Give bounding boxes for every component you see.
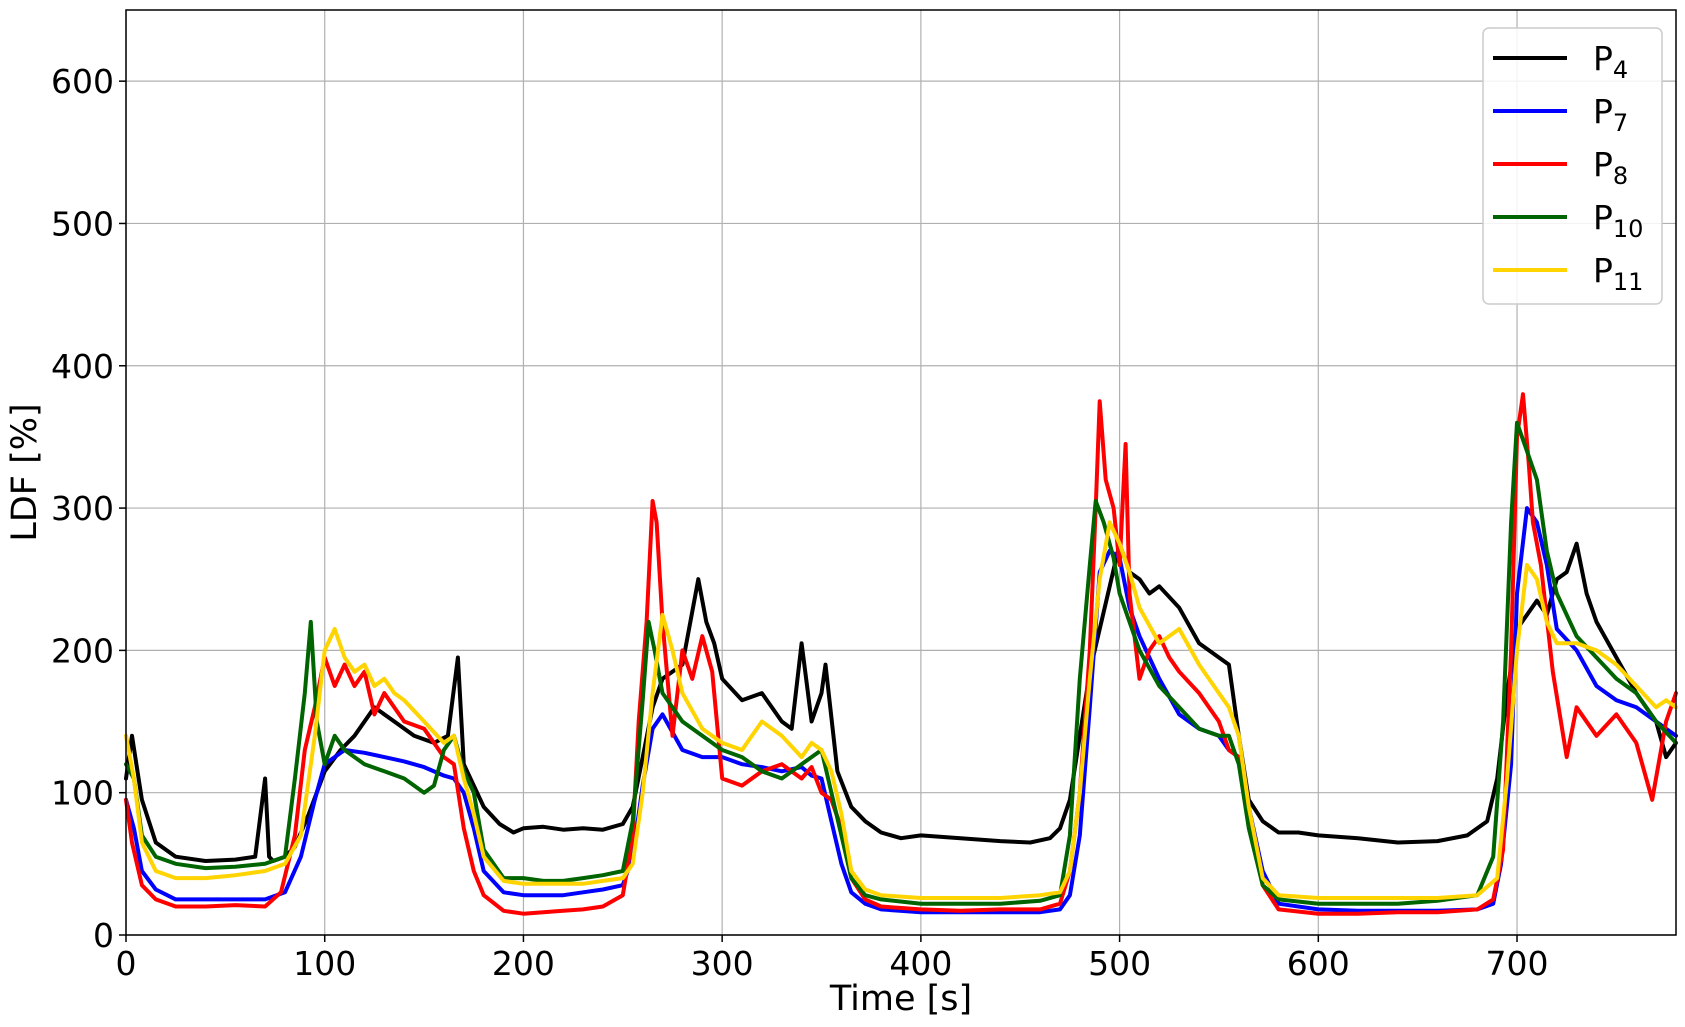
x-tick-label: 100 — [293, 944, 356, 983]
y-tick-label: 300 — [51, 489, 114, 528]
series-line-p4 — [124, 541, 1678, 863]
y-tick-label: 400 — [51, 347, 114, 386]
legend-box — [1482, 27, 1663, 305]
grid — [125, 10, 1676, 936]
x-tick-label: 300 — [691, 944, 754, 983]
x-axis-label: Time [s] — [829, 979, 972, 1019]
x-tick-label: 700 — [1486, 944, 1549, 983]
series-line-p11 — [124, 520, 1678, 900]
y-tick-label: 100 — [51, 774, 114, 813]
x-tick-label: 500 — [1088, 944, 1151, 983]
x-tick-label: 200 — [492, 944, 555, 983]
y-axis-ticks: 0 100 200 300 400 500 600 — [51, 62, 126, 955]
x-tick-label: 600 — [1287, 944, 1350, 983]
x-axis-ticks: 0 100 200 300 400 500 600 700 — [116, 935, 1549, 983]
legend-label: P8 — [1593, 145, 1628, 190]
y-tick-label: 600 — [51, 62, 114, 101]
series-lines — [124, 392, 1678, 916]
y-tick-label: 0 — [93, 916, 114, 955]
x-tick-label: 0 — [116, 944, 137, 983]
x-tick-label: 400 — [889, 944, 952, 983]
y-tick-label: 500 — [51, 204, 114, 243]
plot-frame — [125, 9, 1677, 936]
y-axis-label: LDF [%] — [5, 403, 45, 541]
series-line-p10 — [124, 420, 1678, 906]
series-line-p7 — [124, 506, 1678, 915]
y-tick-label: 200 — [51, 631, 114, 670]
series-line-p8 — [124, 392, 1678, 916]
